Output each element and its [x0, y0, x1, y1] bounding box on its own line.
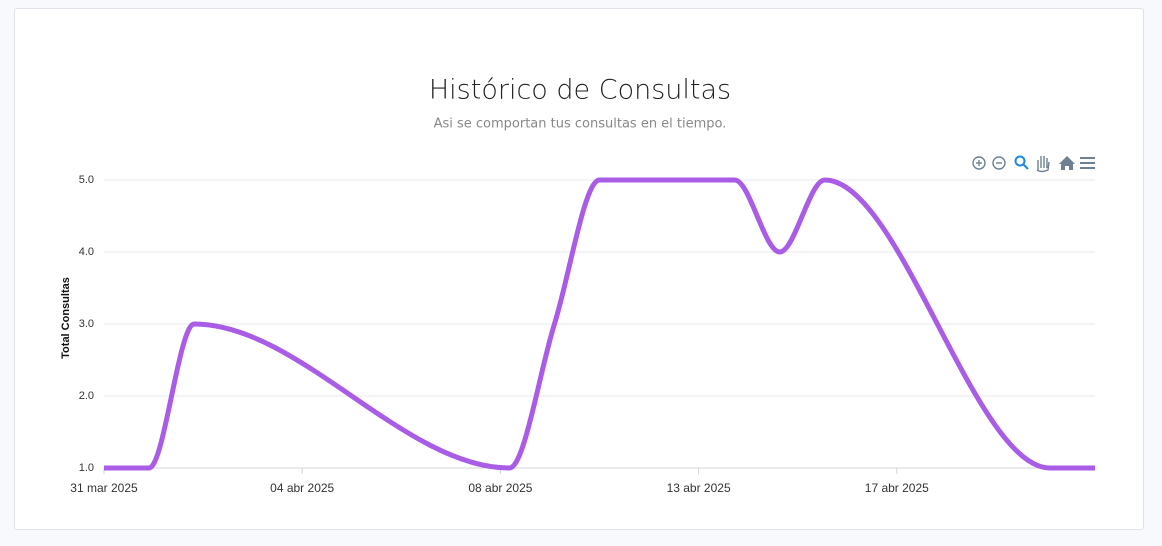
- card: [14, 8, 1144, 530]
- y-tick-label: 5.0: [79, 174, 94, 186]
- x-tick-label: 17 abr 2025: [865, 481, 929, 495]
- y-tick-label: 2.0: [79, 390, 94, 402]
- chart-title: Histórico de Consultas: [429, 75, 731, 106]
- zoom-out-button[interactable]: [992, 156, 1006, 170]
- y-tick-label: 3.0: [79, 318, 94, 330]
- y-tick-label: 4.0: [79, 246, 94, 258]
- menu-button[interactable]: [1080, 157, 1095, 169]
- x-tick-label: 04 abr 2025: [270, 481, 334, 495]
- reset-button[interactable]: [1059, 156, 1075, 170]
- x-tick-label: 08 abr 2025: [468, 481, 532, 495]
- line: [104, 177, 1095, 471]
- zoom-in-button[interactable]: [972, 156, 986, 170]
- y-axis-title: Total Consultas: [60, 277, 72, 359]
- x-tick-label: 13 abr 2025: [667, 481, 731, 495]
- x-tick-label: 31 mar 2025: [70, 481, 138, 495]
- pan-button[interactable]: [1036, 156, 1050, 173]
- y-tick-label: 1.0: [79, 462, 94, 474]
- selection-zoom-button[interactable]: [1014, 155, 1029, 170]
- chart-subtitle: Asi se comportan tus consultas en el tie…: [434, 117, 727, 132]
- toolbar: [972, 155, 1095, 173]
